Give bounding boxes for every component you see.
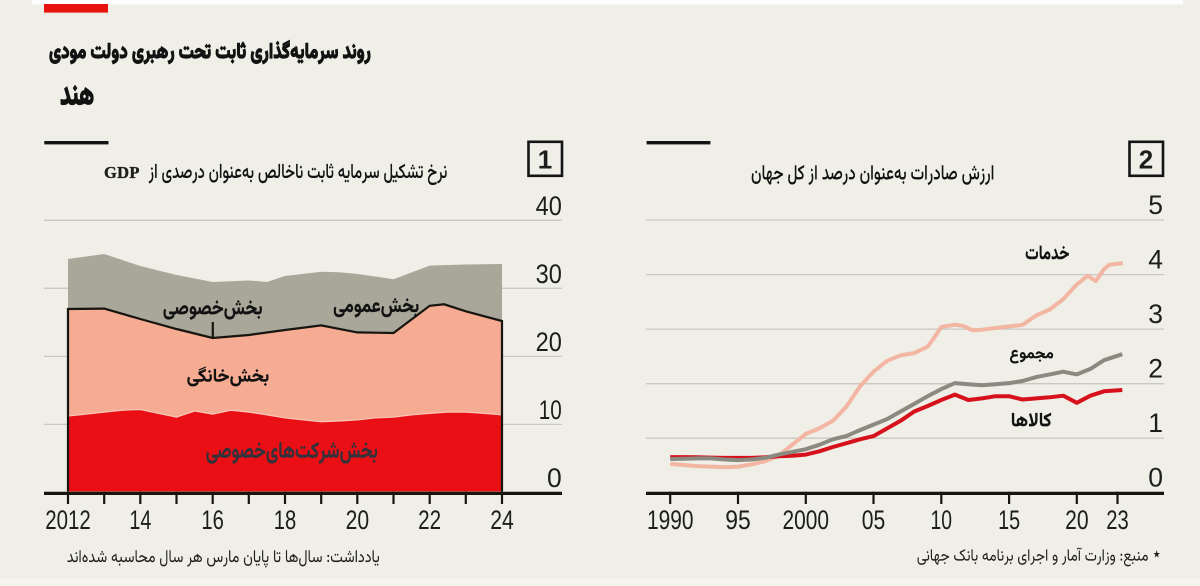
svg-text:30: 30 [536,259,562,289]
svg-text:GDP: GDP [104,163,140,182]
svg-text:23: 23 [1106,505,1129,535]
svg-text:24: 24 [490,505,514,535]
svg-text:10: 10 [931,505,953,535]
svg-text:05: 05 [862,505,886,535]
svg-text:20: 20 [1065,505,1089,535]
svg-text:2: 2 [1139,145,1153,175]
svg-text:4: 4 [1148,244,1163,274]
svg-text:16: 16 [201,505,224,535]
svg-text:20: 20 [536,327,562,357]
svg-text:10: 10 [539,395,562,425]
svg-text:5: 5 [1148,190,1163,220]
svg-text:2000: 2000 [783,505,830,535]
svg-text:0: 0 [547,463,562,493]
svg-text:1: 1 [538,145,552,175]
svg-text:3: 3 [1148,299,1163,329]
svg-text:20: 20 [346,505,370,535]
svg-text:14: 14 [129,505,151,535]
svg-text:40: 40 [536,191,562,221]
svg-text:2: 2 [1148,353,1163,383]
svg-text:0: 0 [1148,463,1163,493]
svg-text:95: 95 [725,505,751,535]
svg-text:15: 15 [998,505,1020,535]
svg-text:1990: 1990 [647,505,694,535]
svg-text:1: 1 [1148,408,1163,438]
svg-text:18: 18 [274,505,297,535]
svg-text:22: 22 [418,505,441,535]
svg-text:2012: 2012 [45,505,91,535]
